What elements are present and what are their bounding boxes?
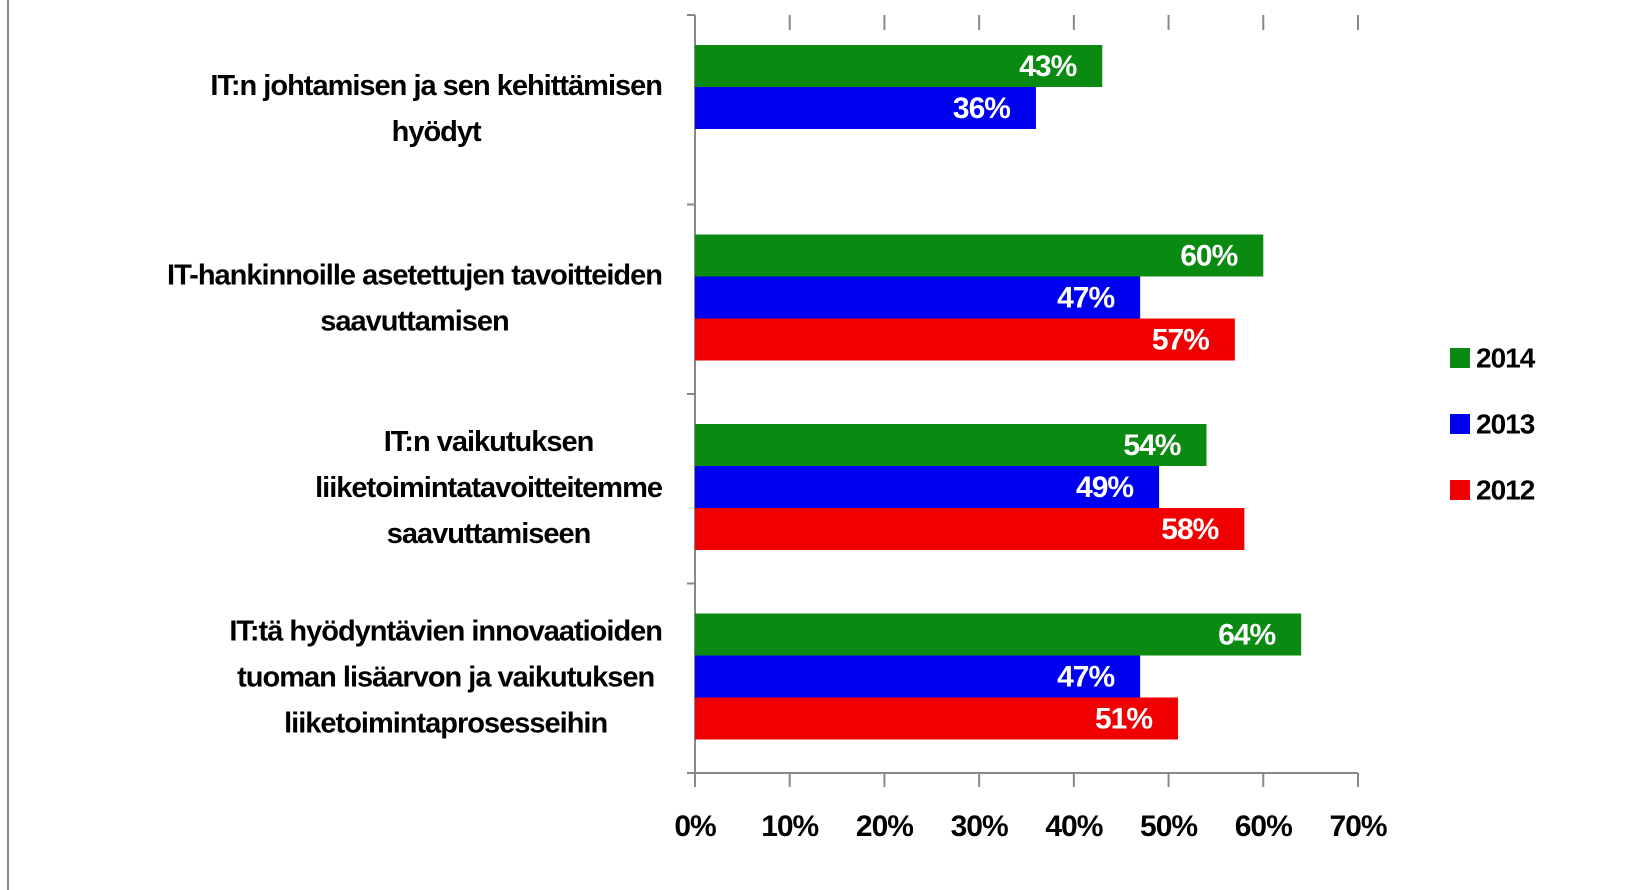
- value-label: 51%: [1095, 702, 1152, 735]
- value-label: 60%: [1180, 239, 1237, 272]
- x-tick-label: 40%: [1045, 810, 1102, 843]
- x-tick-label: 0%: [674, 810, 716, 843]
- category-label: IT-hankinnoille asetettujen tavoitteiden…: [167, 259, 662, 337]
- value-label: 58%: [1161, 513, 1218, 546]
- value-label: 64%: [1218, 618, 1275, 651]
- legend-swatch: [1450, 480, 1470, 500]
- bar: [695, 508, 1245, 550]
- category-label: IT:n vaikutuksen liiketoimintatavoitteite…: [315, 425, 663, 549]
- legend-swatch: [1450, 414, 1470, 434]
- bar: [695, 424, 1207, 466]
- bar: [695, 234, 1264, 277]
- legend-label: 2013: [1476, 408, 1535, 439]
- bar: [695, 318, 1235, 361]
- value-label: 47%: [1057, 660, 1114, 693]
- bar: [695, 697, 1179, 740]
- x-tick-label: 60%: [1235, 810, 1292, 843]
- legend-label: 2014: [1476, 342, 1536, 373]
- value-label: 47%: [1057, 281, 1114, 314]
- bar: [695, 466, 1160, 508]
- legend-label: 2012: [1476, 474, 1535, 505]
- category-label: IT:tä hyödyntävien innovaatioiden tuoman …: [229, 615, 662, 739]
- value-label: 43%: [1019, 50, 1076, 83]
- x-tick-label: 70%: [1329, 810, 1386, 843]
- category-label: IT:n johtamisen ja sen kehittämisen hyödy…: [210, 69, 662, 147]
- x-tick-label: 30%: [951, 810, 1008, 843]
- value-label: 54%: [1123, 429, 1180, 462]
- bar: [695, 655, 1141, 698]
- value-label: 36%: [953, 92, 1010, 125]
- bar: [695, 613, 1302, 656]
- value-label: 57%: [1152, 323, 1209, 356]
- bar: [695, 87, 1036, 129]
- value-label: 49%: [1076, 471, 1133, 504]
- x-tick-label: 20%: [856, 810, 913, 843]
- bar: [695, 276, 1141, 319]
- x-tick-label: 50%: [1140, 810, 1197, 843]
- x-tick-label: 10%: [761, 810, 818, 843]
- legend-swatch: [1450, 348, 1470, 368]
- bar: [695, 45, 1103, 87]
